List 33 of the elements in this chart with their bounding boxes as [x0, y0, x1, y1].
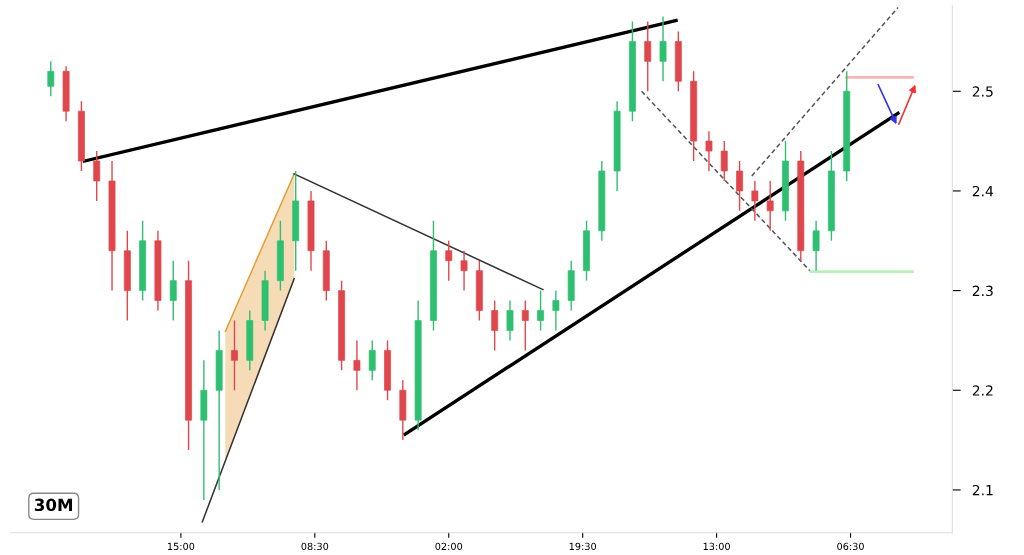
y-tick-label: 2.5	[972, 86, 993, 97]
candlestick	[766, 180, 774, 232]
candlestick	[537, 289, 544, 332]
x-tick-label: 19:30	[569, 542, 597, 551]
y-tick-label: 2.1	[972, 484, 993, 496]
candlestick	[445, 240, 453, 282]
candlestick	[491, 299, 499, 352]
candlestick	[368, 339, 376, 382]
candlestick	[506, 299, 514, 342]
y-tick-label: 2.2	[972, 385, 993, 396]
x-tick-label: 15:00	[167, 542, 195, 551]
x-tick-label: 08:30	[301, 542, 329, 551]
candlestick	[552, 289, 560, 332]
candlestick	[720, 140, 728, 182]
candlestick	[812, 220, 820, 272]
y-tick-label: 2.3	[972, 285, 993, 297]
candlestick	[644, 20, 652, 92]
candlestick	[231, 319, 238, 391]
candlestick	[460, 250, 468, 292]
candlestick	[47, 60, 55, 97]
candlestick	[353, 339, 361, 391]
candlestick	[705, 130, 713, 172]
candlestick	[93, 150, 101, 202]
candlestick	[521, 299, 529, 352]
candlestick	[169, 260, 177, 322]
y-tick-label: 2.4	[972, 185, 994, 197]
x-tick-label: 13:00	[703, 542, 730, 551]
x-tick-label: 02:00	[435, 542, 463, 551]
annotation: 30M	[34, 498, 73, 512]
candlestick	[751, 180, 759, 222]
candlestick	[736, 160, 743, 212]
candlestick	[659, 15, 667, 82]
x-tick-label: 06:30	[837, 542, 864, 551]
